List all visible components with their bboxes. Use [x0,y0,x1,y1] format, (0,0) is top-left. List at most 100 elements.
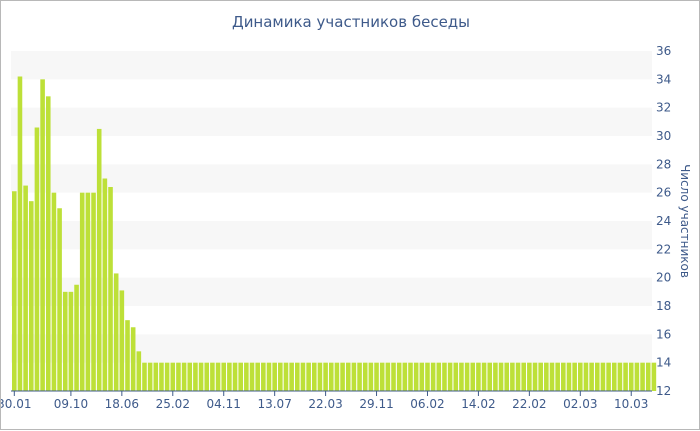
bar [238,362,243,391]
y-tick-label: 24 [656,214,671,228]
bar [295,362,300,391]
bar [28,201,34,391]
bar [266,362,272,391]
bar [12,191,17,391]
bar [379,362,385,391]
bar [600,362,606,391]
bar [594,362,600,391]
bar [459,362,464,391]
bar [510,362,515,391]
bar [210,362,215,391]
bar [23,185,28,391]
bar [272,362,277,391]
bar [408,362,413,391]
bar [555,362,560,391]
bar [159,362,164,391]
bar [255,362,260,391]
bar [453,362,459,391]
bar [351,362,357,391]
bar [164,362,170,391]
bar [227,362,232,391]
bar [96,128,102,392]
bar [583,362,589,391]
bar [108,187,113,391]
bar [34,127,40,391]
x-tick-label: 25.02 [156,397,190,411]
bar [464,362,470,391]
bar [527,362,532,391]
bar [345,362,351,391]
bar [413,362,419,391]
y-ticks: 12 14 16 18 20 22 24 26 28 30 32 34 36 [656,44,671,398]
y-tick-label: 18 [656,299,671,313]
bar [617,362,623,391]
bar [391,362,396,391]
bar [74,284,79,391]
y-tick-label: 12 [656,384,671,398]
bar [261,362,266,391]
bar [340,362,345,391]
bar [402,362,408,391]
bar [328,362,334,391]
bar [170,362,176,391]
bar [640,362,645,391]
bar [645,362,651,391]
bar [357,362,362,391]
bar [176,362,181,391]
bar [45,96,51,391]
x-tick-label: 14.02 [461,397,495,411]
bar [549,362,555,391]
bar [317,362,323,391]
bar [538,362,543,391]
bar [249,362,255,391]
bar [187,362,193,391]
chart-title: Динамика участников беседы [231,13,471,31]
bar [204,362,210,391]
bar [113,273,119,391]
bar [102,178,108,391]
bar [611,362,617,391]
bar [470,362,476,391]
bar [40,79,45,391]
y-axis-label: Число участников [678,164,692,278]
x-tick-label: 02.03 [563,397,597,411]
bar [487,362,493,391]
x-tick-label: 13.07 [257,397,291,411]
bar [85,192,91,391]
bar [578,362,583,391]
bar [334,362,340,391]
y-tick-label: 28 [656,157,671,171]
bar [153,362,159,391]
bar [91,192,96,391]
bar [311,362,317,391]
bar [289,362,294,391]
bar [362,362,368,391]
grid-band [11,221,652,250]
bar [623,362,628,391]
bar [119,290,125,391]
bar [396,362,402,391]
bar [572,362,577,391]
grid-band [11,164,652,193]
x-ticks: 30.01 09.10 18.06 25.02 04.11 13.07 22.03 29.11… [1,391,648,411]
bar [193,362,198,391]
bar [221,362,227,391]
y-tick-label: 34 [656,72,671,86]
bar [142,362,147,391]
bar [476,362,481,391]
bar [278,362,283,391]
bar [147,362,153,391]
y-tick-label: 22 [656,242,671,256]
bar [532,362,538,391]
bar [323,362,328,391]
bar [606,362,611,391]
bar [447,362,453,391]
bar [68,291,74,391]
bar [436,362,442,391]
bar [504,362,510,391]
bar [306,362,311,391]
y-tick-label: 32 [656,101,671,115]
bar [79,192,85,391]
y-tick-label: 26 [656,186,671,200]
